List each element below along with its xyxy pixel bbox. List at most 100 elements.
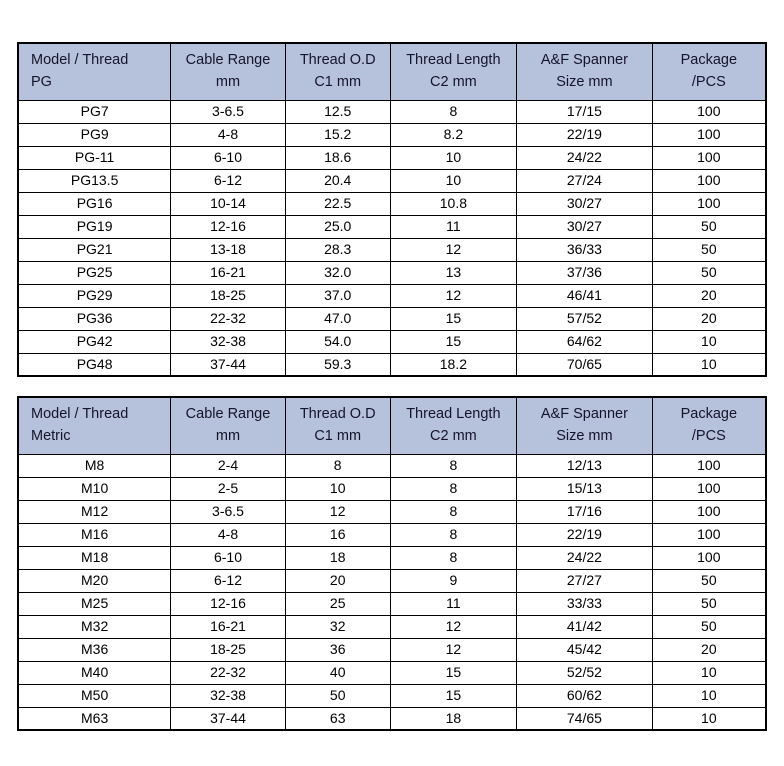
table-row: PG16 10-14 22.5 10.8 30/27 100 <box>17 191 767 216</box>
header-row: Model / Thread PG Cable Range mm Thread O.… <box>17 42 767 101</box>
table-row: PG7 3-6.5 12.5 8 17/15 100 <box>17 99 767 124</box>
table-cell: 37/36 <box>516 260 653 285</box>
table-cell: 10.8 <box>389 191 518 216</box>
table-cell: 25.0 <box>284 214 391 239</box>
table-cell: PG36 <box>17 306 172 331</box>
table-cell: 8 <box>389 99 518 124</box>
table-cell: 16-21 <box>170 260 286 285</box>
table-cell: 8.2 <box>389 122 518 147</box>
table-cell: 2-4 <box>170 453 286 478</box>
table-cell: 20 <box>651 283 767 308</box>
table-cell: 15 <box>389 329 518 354</box>
table-cell: 3-6.5 <box>170 499 286 524</box>
table-cell: 36 <box>284 637 391 662</box>
table-cell: 100 <box>651 122 767 147</box>
table-cell: 18.6 <box>284 145 391 170</box>
table-cell: 8 <box>389 476 518 501</box>
table-cell: 47.0 <box>284 306 391 331</box>
table-cell: PG13.5 <box>17 168 172 193</box>
table-cell: 100 <box>651 453 767 478</box>
table-cell: 10-14 <box>170 191 286 216</box>
table-body: PG7 3-6.5 12.5 8 17/15 100 PG9 4-8 15.2 8.2 22/19 1… <box>17 99 767 377</box>
table-cell: 12-16 <box>170 214 286 239</box>
table-cell: PG21 <box>17 237 172 262</box>
table-cell: 63 <box>284 706 391 731</box>
table-cell: 10 <box>651 329 767 354</box>
table-cell: M18 <box>17 545 172 570</box>
table-cell: 37-44 <box>170 706 286 731</box>
table-row: M16 4-8 16 8 22/19 100 <box>17 522 767 547</box>
table-cell: 100 <box>651 168 767 193</box>
table-cell: 8 <box>389 522 518 547</box>
table-cell: M8 <box>17 453 172 478</box>
table-cell: 12/13 <box>516 453 653 478</box>
table-cell: 10 <box>651 660 767 685</box>
table-row: PG48 37-44 59.3 18.2 70/65 10 <box>17 352 767 377</box>
table-cell: 16 <box>284 522 391 547</box>
table-row: M10 2-5 10 8 15/13 100 <box>17 476 767 501</box>
table-row: M18 6-10 18 8 24/22 100 <box>17 545 767 570</box>
table-cell: 50 <box>284 683 391 708</box>
table-cell: 15 <box>389 660 518 685</box>
pg-thread-table: Model / Thread PG Cable Range mm Thread O.… <box>17 42 767 377</box>
table-row: M40 22-32 40 15 52/52 10 <box>17 660 767 685</box>
table-cell: 10 <box>284 476 391 501</box>
table-cell: PG9 <box>17 122 172 147</box>
table-cell: 50 <box>651 237 767 262</box>
table-row: M36 18-25 36 12 45/42 20 <box>17 637 767 662</box>
table-cell: 12 <box>389 614 518 639</box>
table-cell: 8 <box>389 545 518 570</box>
table-cell: 15 <box>389 683 518 708</box>
table-row: PG9 4-8 15.2 8.2 22/19 100 <box>17 122 767 147</box>
table-cell: 16-21 <box>170 614 286 639</box>
table-cell: 12 <box>389 237 518 262</box>
table-cell: 50 <box>651 214 767 239</box>
table-cell: PG-11 <box>17 145 172 170</box>
table-cell: 100 <box>651 476 767 501</box>
table-cell: 50 <box>651 568 767 593</box>
metric-thread-table: Model / Thread Metric Cable Range mm Threa… <box>17 396 767 731</box>
table-cell: 20 <box>651 306 767 331</box>
table-cell: 22-32 <box>170 660 286 685</box>
table-cell: 6-10 <box>170 545 286 570</box>
table-cell: 59.3 <box>284 352 391 377</box>
table-row: M20 6-12 20 9 27/27 50 <box>17 568 767 593</box>
table-cell: 10 <box>389 168 518 193</box>
table-row: M50 32-38 50 15 60/62 10 <box>17 683 767 708</box>
column-header: Package /PCS <box>651 396 767 455</box>
table-cell: 22-32 <box>170 306 286 331</box>
column-header: Thread Length C2 mm <box>389 42 518 101</box>
table-cell: 100 <box>651 522 767 547</box>
table-cell: 37-44 <box>170 352 286 377</box>
table-cell: M10 <box>17 476 172 501</box>
table-cell: 11 <box>389 214 518 239</box>
table-cell: 18 <box>284 545 391 570</box>
table-cell: PG7 <box>17 99 172 124</box>
table-cell: 32-38 <box>170 683 286 708</box>
table-row: M25 12-16 25 11 33/33 50 <box>17 591 767 616</box>
table-cell: 36/33 <box>516 237 653 262</box>
table-row: M8 2-4 8 8 12/13 100 <box>17 453 767 478</box>
table-cell: M25 <box>17 591 172 616</box>
table-row: PG19 12-16 25.0 11 30/27 50 <box>17 214 767 239</box>
table-cell: 18-25 <box>170 283 286 308</box>
table-cell: 100 <box>651 99 767 124</box>
table-cell: 57/52 <box>516 306 653 331</box>
column-header: Cable Range mm <box>170 42 286 101</box>
table-cell: 32 <box>284 614 391 639</box>
table-cell: M36 <box>17 637 172 662</box>
table-cell: 17/16 <box>516 499 653 524</box>
table-cell: 6-10 <box>170 145 286 170</box>
table-cell: 12 <box>389 283 518 308</box>
table-cell: 12 <box>389 637 518 662</box>
table-cell: 45/42 <box>516 637 653 662</box>
table-cell: 37.0 <box>284 283 391 308</box>
column-header: Model / Thread Metric <box>17 396 172 455</box>
table-cell: 22/19 <box>516 122 653 147</box>
table-cell: 8 <box>284 453 391 478</box>
table-cell: 17/15 <box>516 99 653 124</box>
table-cell: 100 <box>651 499 767 524</box>
table-cell: M12 <box>17 499 172 524</box>
table-cell: 18 <box>389 706 518 731</box>
